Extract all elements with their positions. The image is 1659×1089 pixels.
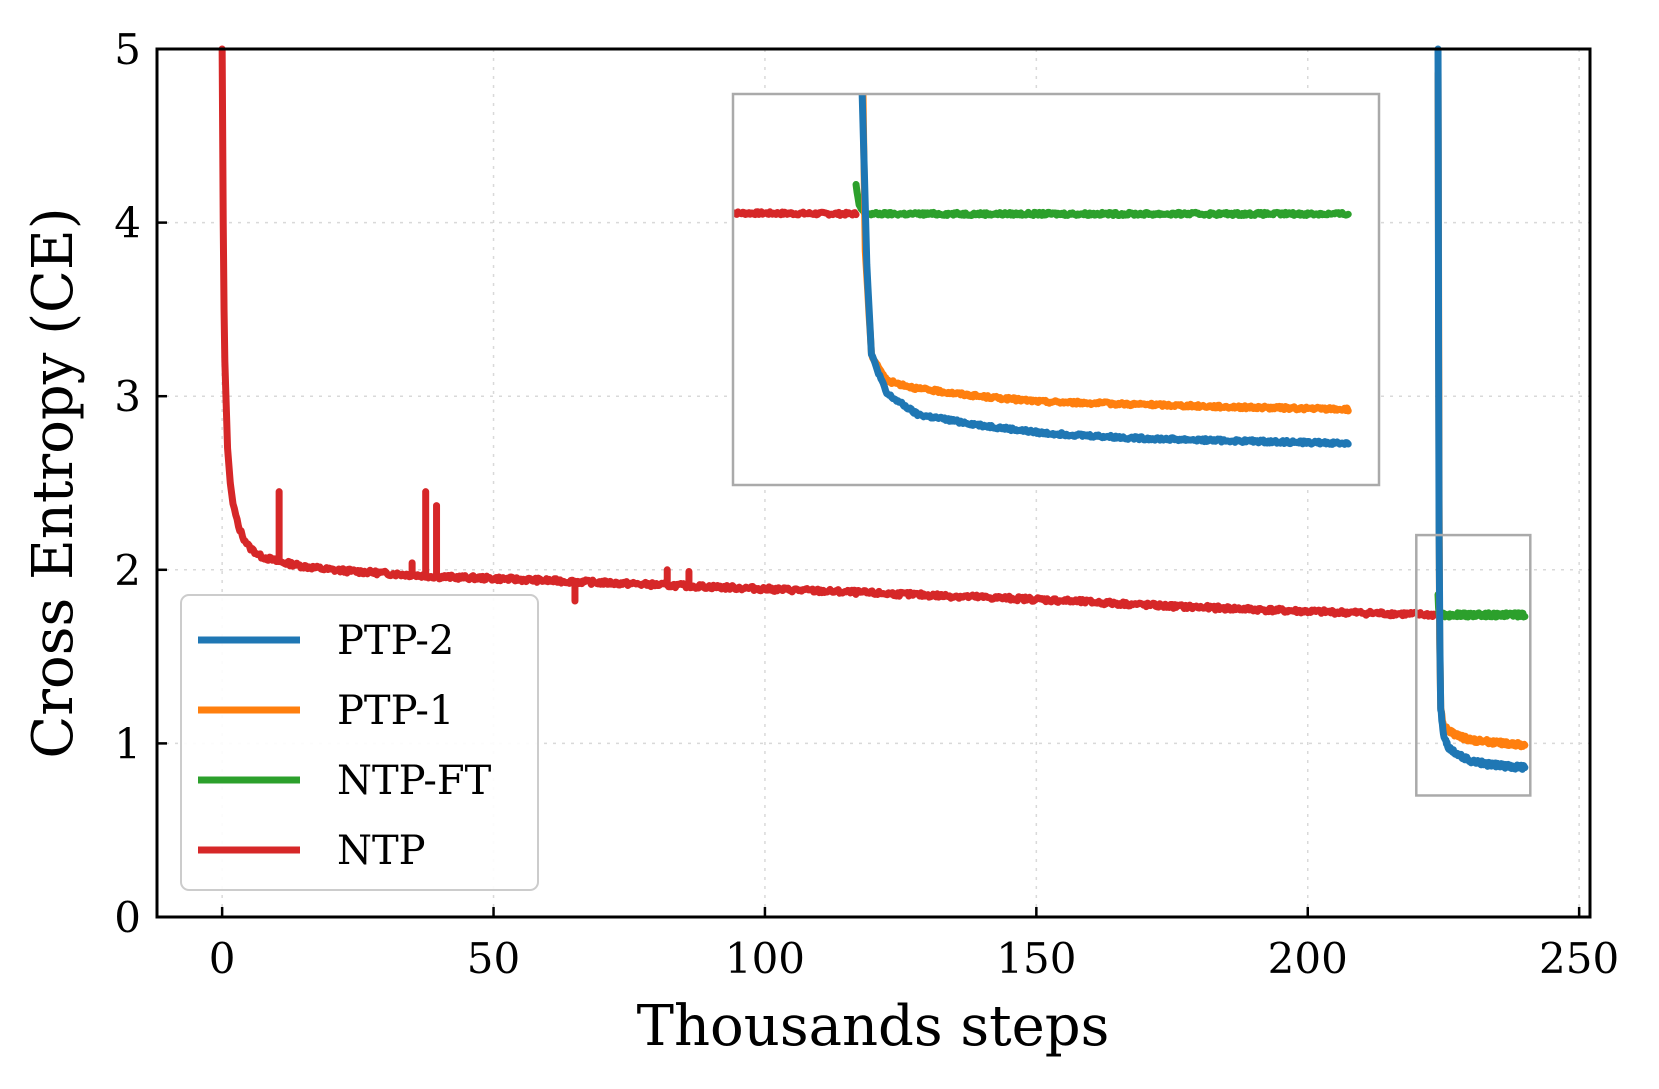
legend-label: NTP-FT (337, 758, 492, 804)
y-tick-label: 0 (114, 893, 141, 942)
inset-line-ptp-1 (859, 94, 1352, 415)
zoom-source-rect (1415, 533, 1532, 797)
y-tick-label: 1 (114, 719, 141, 768)
inset-line-ptp-2 (858, 94, 1352, 448)
x-tick-label: 150 (996, 934, 1076, 983)
y-tick-label: 3 (114, 372, 141, 421)
y-axis-title: Cross Entropy (CE) (21, 207, 86, 758)
inset-line-ntp (733, 208, 860, 219)
series-line-ptp-1 (1434, 69, 1529, 751)
series-line-ntp-ft (1434, 591, 1529, 621)
inset-line-ntp-ft (852, 181, 1352, 219)
x-axis-title: Thousands steps (637, 994, 1110, 1059)
legend-label: PTP-2 (337, 618, 454, 664)
x-tick-label: 100 (725, 934, 805, 983)
plot-frame (155, 47, 1592, 919)
series-lines (218, 45, 1529, 773)
axis-ticks: 0 50 100 150 200 250 0 1 2 3 4 5 (114, 25, 1619, 983)
legend: PTP-2 PTP-1 NTP-FT NTP (180, 594, 539, 891)
inset-series (733, 94, 1352, 448)
x-tick-label: 50 (467, 934, 520, 983)
inset-background (733, 94, 1379, 485)
series-line-ntp (218, 45, 1442, 620)
y-tick-label: 4 (114, 199, 141, 248)
legend-label: PTP-1 (337, 688, 454, 734)
y-tick-label: 5 (114, 25, 141, 74)
series-line-ptp-2 (1434, 45, 1529, 773)
zoom-region-box (1415, 533, 1532, 797)
x-tick-label: 200 (1268, 934, 1348, 983)
legend-box (180, 594, 539, 891)
x-tick-label: 250 (1539, 934, 1619, 983)
inset-zoom (731, 92, 1381, 487)
x-tick-label: 0 (209, 934, 236, 983)
legend-label: NTP (337, 828, 426, 874)
y-tick-label: 2 (114, 546, 141, 595)
inset-frame (731, 92, 1381, 487)
